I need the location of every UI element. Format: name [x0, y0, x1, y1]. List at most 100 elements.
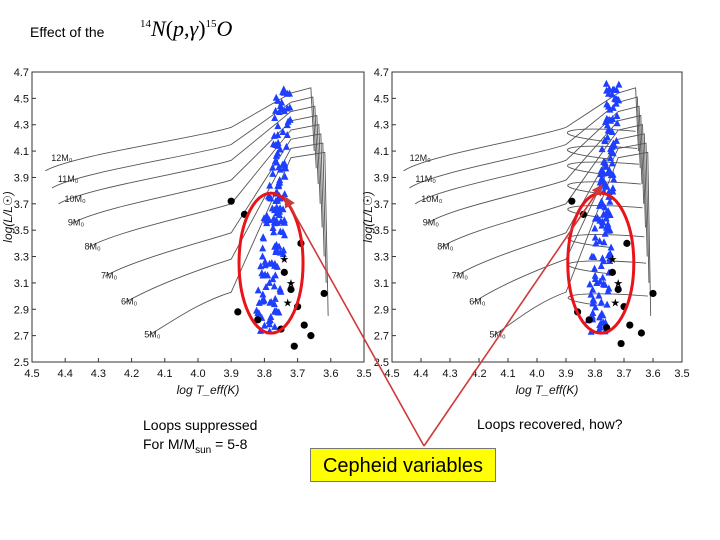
blue-triangle-point	[270, 214, 278, 222]
blue-triangle-point	[604, 251, 612, 259]
blue-triangle-point	[276, 176, 284, 184]
x-tick-label: 3.7	[616, 368, 631, 380]
blue-triangle-point	[262, 282, 270, 290]
black-circle-point	[626, 321, 634, 329]
y-tick-label: 3.7	[374, 199, 389, 211]
blue-triangle-point	[266, 181, 274, 189]
x-tick-label: 4.5	[24, 368, 39, 380]
y-tick-label: 3.7	[14, 199, 29, 211]
x-tick-label: 4.4	[413, 368, 428, 380]
blue-triangle-point	[273, 203, 281, 211]
black-circle-point	[227, 197, 235, 205]
x-tick-label: 4.2	[124, 368, 139, 380]
blue-triangle-point	[601, 280, 609, 288]
blue-triangle-point	[276, 207, 284, 215]
track-mass-label: 10M₀	[421, 194, 443, 204]
y-tick-label: 2.7	[14, 331, 29, 343]
blue-triangle-point	[276, 248, 284, 256]
blue-triangle-point	[260, 234, 268, 242]
blue-triangle-point	[606, 197, 614, 205]
blue-triangle-point	[611, 94, 619, 102]
blue-triangle-point	[279, 88, 287, 96]
y-tick-label: 4.5	[374, 93, 389, 105]
star-marker: ★	[607, 254, 617, 266]
track-mass-label: 12M₀	[410, 153, 432, 163]
paren-open: (	[165, 16, 174, 41]
caption-left-line2: For M/Msun = 5-8	[143, 435, 257, 460]
blue-triangle-point	[264, 192, 272, 200]
blue-triangle-point	[270, 282, 278, 290]
o15-mass: 15	[205, 18, 217, 30]
blue-triangle-point	[269, 223, 277, 231]
comma: ,	[184, 16, 190, 41]
blue-triangle-point	[270, 228, 278, 236]
track-mass-label: 10M₀	[65, 194, 87, 204]
blue-triangle-point	[596, 178, 604, 186]
blue-triangle-point	[272, 307, 280, 315]
y-tick-label: 3.1	[374, 278, 389, 290]
blue-triangle-point	[272, 245, 280, 253]
black-circle-point	[280, 268, 288, 276]
x-tick-label: 3.9	[224, 368, 239, 380]
x-tick-label: 4.4	[58, 368, 73, 380]
cepheid-callout-box: Cepheid variables	[310, 448, 496, 482]
track-mass-label: 11M₀	[415, 174, 436, 184]
blue-triangle-point	[274, 131, 282, 139]
blue-triangle-point	[279, 127, 287, 135]
blue-triangle-point	[280, 163, 288, 171]
blue-triangle-point	[282, 142, 290, 150]
blue-triangle-point	[266, 259, 274, 267]
black-circle-point	[320, 289, 328, 298]
black-circle-point	[254, 316, 262, 324]
track-mass-label: 6M₀	[469, 297, 486, 307]
blue-triangle-point	[269, 169, 277, 177]
x-tick-label: 4.3	[442, 368, 457, 380]
blue-triangle-point	[261, 257, 269, 265]
track-curve	[409, 96, 641, 189]
x-tick-label: 3.5	[674, 368, 689, 380]
track-mass-label: 9M₀	[68, 218, 85, 228]
track-mass-label: 5M₀	[144, 330, 161, 340]
track-mass-label: 8M₀	[437, 241, 454, 251]
blue-triangle-point	[605, 168, 613, 176]
star-marker: ★	[279, 254, 289, 266]
blue-triangle-point	[283, 121, 291, 129]
y-tick-label: 3.3	[14, 252, 29, 264]
blue-triangle-point	[281, 190, 289, 198]
blue-triangle-point	[264, 271, 272, 279]
blue-triangle-point	[601, 182, 609, 190]
blue-triangle-point	[613, 119, 621, 127]
y-axis-label: log(L/L☉)	[361, 191, 375, 242]
y-tick-label: 3.9	[374, 172, 389, 184]
y-tick-label: 4.5	[14, 93, 29, 105]
blue-triangle-point	[607, 243, 615, 251]
black-circle-point	[623, 239, 631, 247]
blue-triangle-point	[278, 98, 286, 106]
blue-triangle-point	[286, 103, 294, 111]
star-marker: ★	[613, 278, 623, 290]
track-mass-label: 12M₀	[51, 153, 73, 163]
blue-triangle-point	[605, 89, 613, 97]
x-tick-label: 3.8	[257, 368, 272, 380]
y-tick-label: 4.1	[14, 146, 29, 158]
track-curve	[58, 105, 319, 205]
blue-triangle-point	[281, 159, 289, 167]
hr-diagram-right: 4.5 4.4 4.3 4.2 4.1 4.0 3.9 3.8 3.7 3.6 3.5 4.7 4.5 4…	[361, 67, 690, 397]
y-axis-label: log(L/L☉)	[1, 191, 15, 242]
blue-triangle-point	[274, 149, 282, 157]
black-circle-point	[234, 308, 242, 316]
x-tick-label: 4.5	[384, 368, 399, 380]
blue-triangle-point	[607, 144, 615, 152]
blue-triangle-point	[604, 220, 612, 228]
blue-triangle-point	[604, 208, 612, 216]
blue-triangle-point	[273, 218, 281, 226]
y-tick-label: 2.5	[374, 357, 389, 369]
blue-triangle-point	[271, 157, 279, 165]
blue-triangle-point	[604, 126, 612, 134]
star-marker: ★	[283, 298, 293, 310]
x-axis-label: log T_eff(K)	[177, 383, 240, 397]
caption-loops-suppressed: Loops suppressed For M/Msun = 5-8	[143, 416, 257, 460]
blue-triangle-point	[609, 187, 617, 195]
gamma-symbol: γ	[189, 16, 199, 41]
track-curve	[45, 87, 315, 172]
